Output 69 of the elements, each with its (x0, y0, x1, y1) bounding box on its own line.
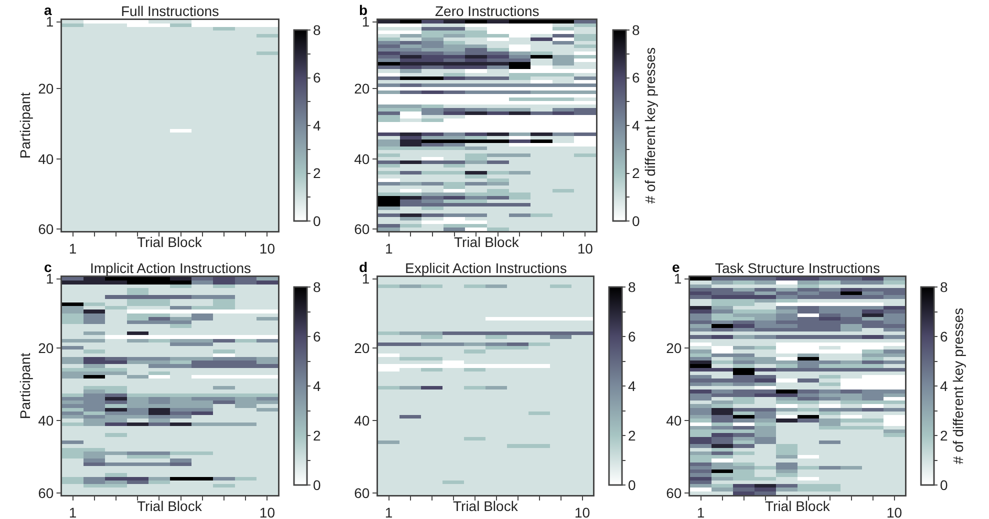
color-bar-label: 8 (313, 22, 322, 38)
chart-title: Explicit Action Instructions (405, 260, 567, 276)
y-tick-label: 20 (38, 340, 54, 356)
y-axis-title: Participant (16, 352, 33, 420)
color-bar-label: 0 (628, 476, 636, 493)
color-bar-label: 8 (632, 22, 640, 38)
y-axis-title: Participant (16, 92, 33, 159)
y-tick-label: 20 (666, 340, 682, 356)
color-bar-label: 0 (632, 212, 640, 229)
color-bar-title: # of different key presses (950, 308, 966, 464)
text: a (44, 2, 52, 18)
y-tick-label: 60 (354, 221, 370, 238)
chart-title: Implicit Action Instructions (90, 260, 252, 276)
x-axis-title: Trial Block (765, 498, 831, 514)
color-bar-label: 4 (632, 117, 640, 134)
x-axis-title: Trial Block (454, 234, 520, 250)
chart-title: Full Instructions (121, 3, 220, 19)
y-tick-label: 60 (38, 221, 54, 238)
color-bar-label: 4 (628, 378, 636, 394)
x-axis-title: Trial Block (137, 234, 203, 250)
color-bar-label: 8 (628, 278, 636, 295)
text: b (359, 2, 368, 18)
color-bar-label: 8 (313, 278, 322, 295)
color-bar-label: 4 (940, 378, 948, 394)
color-bar-label: 0 (940, 476, 948, 493)
color-bar-label: 8 (940, 278, 948, 295)
x-tick-label: 10 (259, 504, 276, 519)
color-bar-label: 2 (628, 427, 636, 444)
x-tick-label: 10 (574, 504, 590, 519)
y-tick-label: 60 (354, 485, 370, 502)
color-bar-title: # of different key presses (642, 47, 658, 204)
color-bar-label: 6 (313, 70, 322, 86)
x-tick-label: 1 (384, 504, 393, 519)
y-tick-label: 40 (354, 412, 370, 428)
x-axis-title: Trial Block (453, 498, 519, 514)
text: d (359, 259, 368, 275)
color-bar-label: 6 (628, 328, 636, 344)
x-tick-label: 1 (68, 504, 77, 519)
y-tick-label: 40 (38, 150, 54, 167)
chart-title: Task Structure Instructions (715, 260, 880, 276)
color-bar-label: 6 (940, 328, 948, 344)
x-tick-label: 10 (886, 504, 902, 519)
y-tick-label: 40 (38, 412, 54, 428)
color-bar-label: 2 (313, 427, 322, 444)
color-bar-label: 2 (632, 165, 640, 182)
y-tick-label: 20 (354, 340, 370, 356)
color-bar-label: 4 (313, 117, 322, 134)
text: e (672, 259, 680, 275)
y-tick-label: 60 (666, 485, 682, 502)
x-tick-label: 10 (259, 240, 276, 256)
x-tick-label: 10 (577, 240, 594, 256)
y-tick-label: 20 (354, 80, 370, 96)
text: c (44, 259, 52, 275)
y-tick-label: 20 (38, 80, 54, 96)
color-bar-label: 0 (313, 476, 322, 493)
chart-title: Zero Instructions (435, 3, 540, 19)
x-tick-label: 1 (696, 504, 705, 519)
y-tick-label: 40 (354, 150, 370, 167)
x-axis-title: Trial Block (137, 498, 203, 514)
color-bar-label: 6 (632, 70, 640, 86)
y-tick-label: 40 (666, 412, 682, 428)
color-bar-label: 2 (940, 427, 948, 444)
color-bar-label: 4 (313, 378, 322, 394)
color-bar-label: 0 (313, 212, 322, 229)
color-bar-label: 2 (313, 165, 322, 182)
x-tick-label: 1 (68, 240, 77, 256)
x-tick-label: 1 (385, 240, 393, 256)
y-tick-label: 60 (38, 485, 54, 502)
color-bar-label: 6 (313, 328, 322, 344)
